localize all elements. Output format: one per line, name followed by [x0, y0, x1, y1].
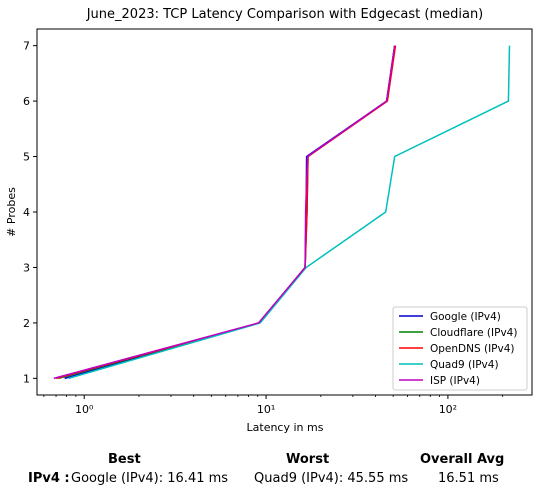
worst-value: Quad9 (IPv4): 45.55 ms	[254, 471, 409, 486]
legend-label-0: Google (IPv4)	[430, 311, 501, 323]
x-tick-label: 10⁰	[75, 403, 94, 416]
x-axis-ticks: 10⁰ 10¹ 10²	[43, 395, 504, 416]
x-tick-label: 10¹	[257, 403, 275, 416]
y-tick-label: 4	[23, 206, 30, 219]
legend-box	[392, 306, 528, 391]
series-line-4	[53, 45, 396, 380]
y-axis-ticks: 1 2 3 4 5 6 7	[23, 40, 37, 385]
plot-lines	[53, 45, 511, 380]
series-line-0	[64, 45, 396, 380]
overall-avg-value: 16.51 ms	[438, 471, 499, 486]
worst-header: Worst	[286, 452, 330, 467]
best-value: Google (IPv4): 16.41 ms	[71, 471, 229, 486]
best-header: Best	[108, 452, 141, 467]
legend-label-2: OpenDNS (IPv4)	[430, 343, 515, 355]
legend-label-3: Quad9 (IPv4)	[430, 359, 499, 371]
series-line-3	[68, 45, 511, 380]
x-tick-label: 10²	[439, 403, 457, 416]
latency-chart: June_2023: TCP Latency Comparison with E…	[5, 7, 533, 434]
y-tick-label: 6	[23, 95, 30, 108]
summary-table: Best Worst Overall Avg IPv4 : Google (IP…	[0, 450, 541, 496]
chart-title: June_2023: TCP Latency Comparison with E…	[86, 7, 484, 22]
legend-label-4: ISP (IPv4)	[430, 375, 480, 387]
series-line-2	[55, 45, 397, 380]
legend-label-1: Cloudflare (IPv4)	[430, 327, 517, 339]
y-axis-label: # Probes	[5, 187, 18, 237]
ipv4-row-label: IPv4 :	[28, 471, 70, 486]
overall-avg-header: Overall Avg	[420, 452, 505, 467]
y-tick-label: 5	[23, 151, 30, 164]
y-tick-label: 1	[23, 372, 30, 385]
y-tick-label: 2	[23, 317, 30, 330]
series-line-1	[58, 45, 396, 380]
y-tick-label: 7	[23, 40, 30, 53]
y-tick-label: 3	[23, 261, 30, 274]
legend: Google (IPv4) Cloudflare (IPv4) OpenDNS (I…	[392, 306, 528, 391]
x-axis-label: Latency in ms	[247, 421, 324, 434]
